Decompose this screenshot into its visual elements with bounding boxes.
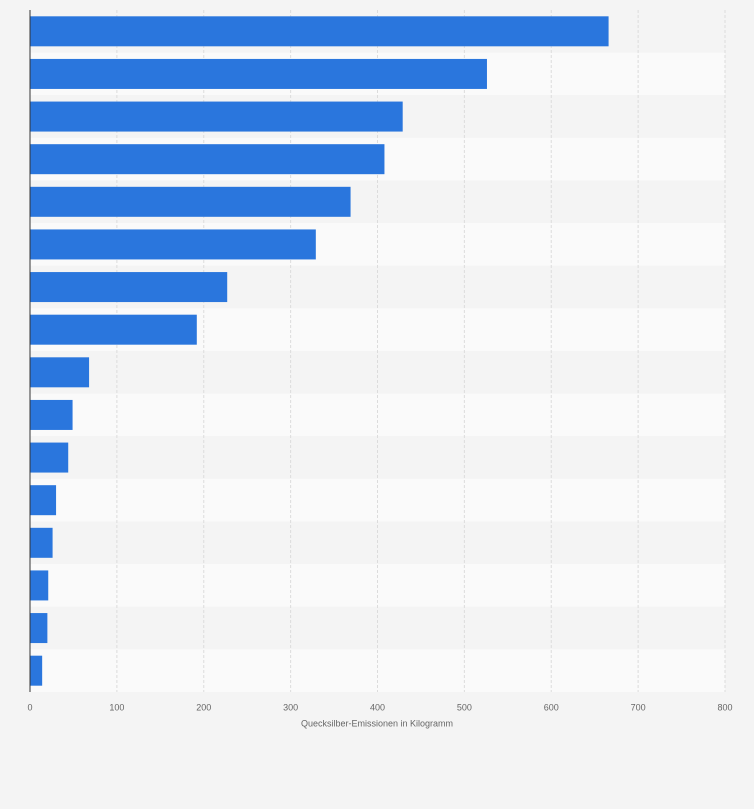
x-tick-label: 300 [283,702,298,712]
bar [30,399,73,430]
x-axis-label: Quecksilber-Emissionen in Kilogramm [301,718,453,728]
bar [30,442,69,473]
x-tick-label: 800 [717,702,732,712]
x-tick-label: 200 [196,702,211,712]
bar [30,186,351,217]
bar [30,101,403,132]
bar [30,527,53,558]
bar [30,570,49,601]
bar [30,144,385,175]
bar [30,314,197,345]
x-tick-label: 100 [109,702,124,712]
bar [30,613,48,644]
bar [30,16,609,47]
x-tick-label: 400 [370,702,385,712]
x-tick-label: 600 [544,702,559,712]
bar [30,655,43,686]
x-tick-label: 500 [457,702,472,712]
x-tick-label: 0 [27,702,32,712]
x-tick-label: 700 [631,702,646,712]
bar [30,357,90,388]
bar [30,229,316,260]
bar [30,485,57,516]
bar [30,58,487,89]
bar [30,272,228,303]
